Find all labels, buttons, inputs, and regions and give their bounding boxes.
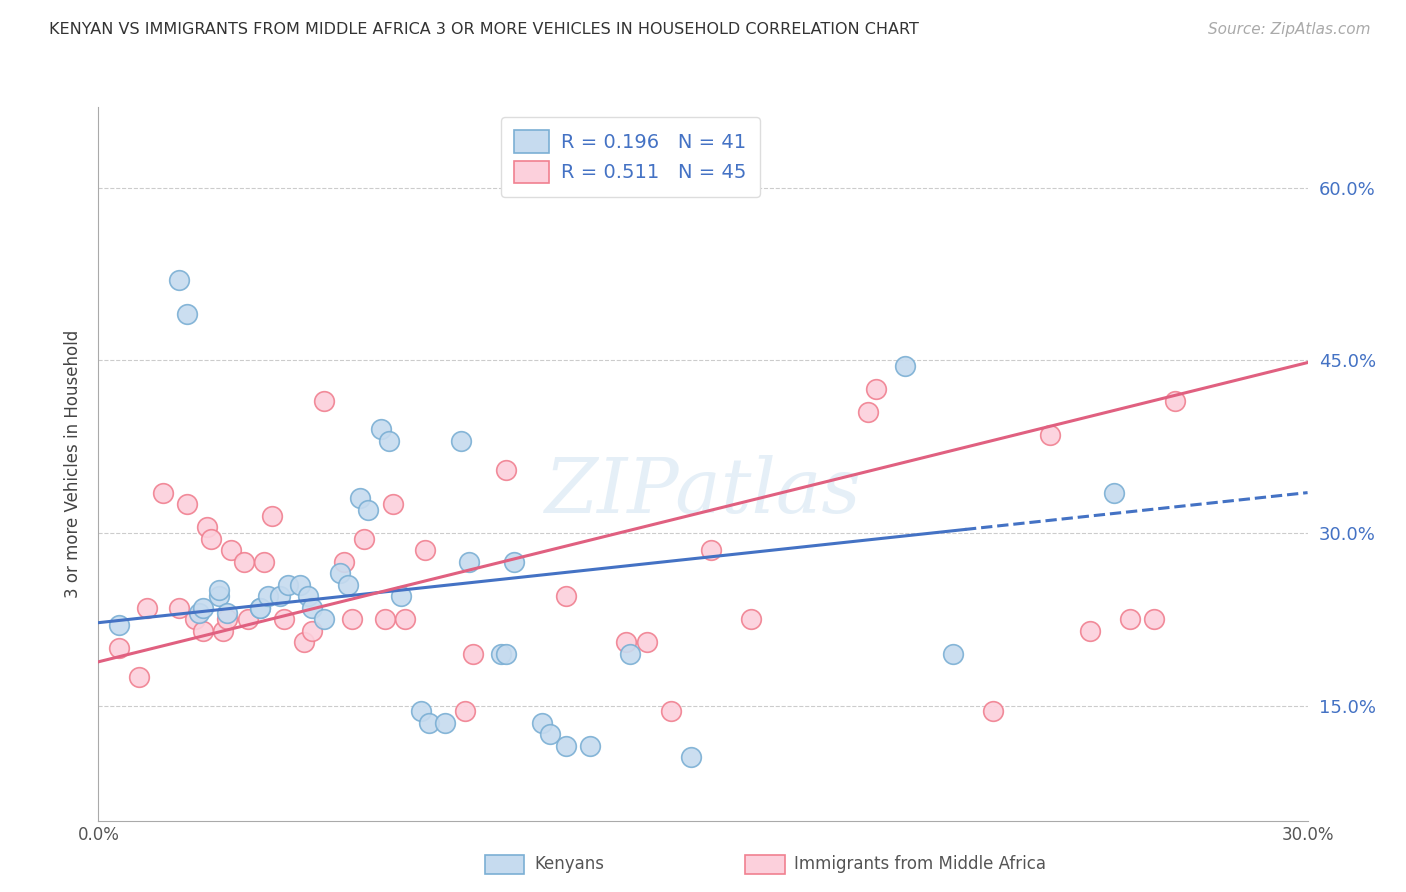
Point xyxy=(409,704,432,718)
Point xyxy=(659,704,682,718)
Point xyxy=(221,543,243,558)
Point xyxy=(176,307,198,321)
Point xyxy=(342,612,364,626)
Point xyxy=(128,670,150,684)
Point xyxy=(188,607,211,621)
Point xyxy=(301,624,323,638)
Point xyxy=(208,589,231,603)
Point xyxy=(1102,485,1125,500)
Legend: R = 0.196   N = 41, R = 0.511   N = 45: R = 0.196 N = 41, R = 0.511 N = 45 xyxy=(501,117,761,196)
Point xyxy=(269,589,291,603)
Point xyxy=(1119,612,1142,626)
Point xyxy=(135,600,157,615)
Point xyxy=(232,555,254,569)
Point xyxy=(942,647,965,661)
Point xyxy=(555,739,578,753)
Point xyxy=(619,647,641,661)
Point xyxy=(337,577,360,591)
Point xyxy=(893,359,915,373)
Point xyxy=(167,600,190,615)
Point xyxy=(107,640,129,655)
Point xyxy=(260,508,283,523)
Point xyxy=(389,589,412,603)
Point xyxy=(495,647,517,661)
Point xyxy=(579,739,602,753)
Point xyxy=(434,715,457,730)
Point xyxy=(176,497,198,511)
Point xyxy=(349,491,371,506)
Text: KENYAN VS IMMIGRANTS FROM MIDDLE AFRICA 3 OR MORE VEHICLES IN HOUSEHOLD CORRELAT: KENYAN VS IMMIGRANTS FROM MIDDLE AFRICA … xyxy=(49,22,920,37)
Point xyxy=(1163,393,1185,408)
Point xyxy=(413,543,436,558)
Point xyxy=(865,382,887,396)
Point xyxy=(314,612,336,626)
Point xyxy=(314,393,336,408)
Point xyxy=(253,555,276,569)
Point xyxy=(249,600,271,615)
Text: Source: ZipAtlas.com: Source: ZipAtlas.com xyxy=(1208,22,1371,37)
Point xyxy=(212,624,235,638)
Point xyxy=(353,532,375,546)
Point xyxy=(249,600,271,615)
Point xyxy=(381,497,404,511)
Point xyxy=(418,715,440,730)
Point xyxy=(636,635,658,649)
Point xyxy=(377,434,399,448)
Point xyxy=(333,555,356,569)
Point xyxy=(502,555,524,569)
Point xyxy=(463,647,485,661)
Point xyxy=(1143,612,1166,626)
Point xyxy=(288,577,311,591)
Point xyxy=(555,589,578,603)
Point xyxy=(1078,624,1101,638)
Point xyxy=(152,485,174,500)
Point xyxy=(217,612,239,626)
Point xyxy=(292,635,315,649)
Point xyxy=(184,612,207,626)
Point xyxy=(217,607,239,621)
Point xyxy=(200,532,222,546)
Point xyxy=(107,618,129,632)
Point xyxy=(858,405,880,419)
Point xyxy=(236,612,259,626)
Point xyxy=(740,612,762,626)
Point xyxy=(301,600,323,615)
Point xyxy=(370,422,392,436)
Point xyxy=(357,503,380,517)
Point xyxy=(458,555,481,569)
Text: ZIPatlas: ZIPatlas xyxy=(544,456,862,529)
Point xyxy=(193,624,215,638)
Point xyxy=(374,612,396,626)
Point xyxy=(273,612,295,626)
Point xyxy=(1039,428,1062,442)
Point xyxy=(491,647,513,661)
Point xyxy=(208,583,231,598)
Point xyxy=(981,704,1004,718)
Text: Immigrants from Middle Africa: Immigrants from Middle Africa xyxy=(794,855,1046,873)
Point xyxy=(700,543,723,558)
Point xyxy=(297,589,319,603)
Point xyxy=(616,635,638,649)
Text: Kenyans: Kenyans xyxy=(534,855,605,873)
Point xyxy=(454,704,477,718)
Point xyxy=(495,462,517,476)
Point xyxy=(530,715,553,730)
Point xyxy=(679,750,702,764)
Point xyxy=(193,600,215,615)
Point xyxy=(538,727,561,741)
Point xyxy=(167,273,190,287)
Point xyxy=(277,577,299,591)
Point xyxy=(394,612,416,626)
Point xyxy=(450,434,472,448)
Point xyxy=(256,589,278,603)
Point xyxy=(329,566,352,581)
Y-axis label: 3 or more Vehicles in Household: 3 or more Vehicles in Household xyxy=(65,330,83,598)
Point xyxy=(195,520,218,534)
